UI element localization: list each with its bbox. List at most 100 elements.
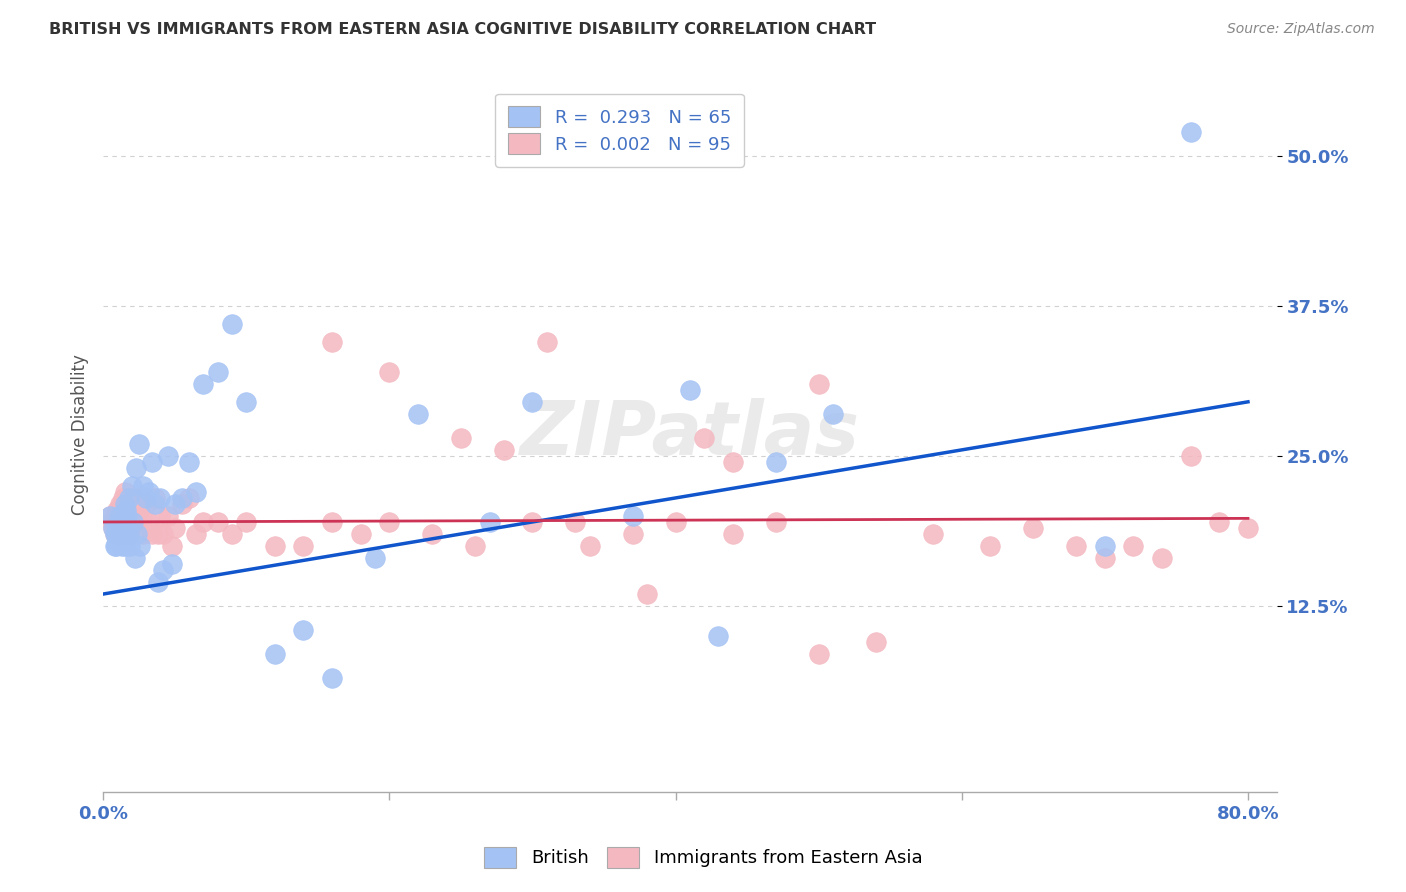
Point — [124, 503, 146, 517]
Point — [679, 383, 702, 397]
Point — [143, 497, 166, 511]
Point — [263, 647, 285, 661]
Point — [112, 491, 135, 505]
Point — [112, 515, 135, 529]
Point — [420, 527, 443, 541]
Point — [1208, 515, 1230, 529]
Point — [118, 527, 141, 541]
Point — [114, 497, 136, 511]
Point — [98, 508, 121, 523]
Point — [121, 515, 143, 529]
Point — [110, 533, 132, 547]
Point — [522, 515, 544, 529]
Point — [207, 365, 229, 379]
Point — [120, 497, 142, 511]
Point — [129, 539, 152, 553]
Point — [621, 527, 644, 541]
Point — [117, 533, 139, 547]
Point — [103, 539, 125, 553]
Point — [321, 334, 343, 349]
Point — [115, 491, 138, 505]
Point — [321, 515, 343, 529]
Point — [103, 527, 125, 541]
Point — [107, 515, 129, 529]
Point — [350, 527, 373, 541]
Point — [107, 503, 129, 517]
Point — [124, 551, 146, 566]
Point — [135, 491, 157, 505]
Point — [111, 521, 134, 535]
Point — [1122, 539, 1144, 553]
Point — [107, 527, 129, 541]
Point — [105, 527, 128, 541]
Point — [406, 407, 429, 421]
Point — [821, 407, 844, 421]
Text: BRITISH VS IMMIGRANTS FROM EASTERN ASIA COGNITIVE DISABILITY CORRELATION CHART: BRITISH VS IMMIGRANTS FROM EASTERN ASIA … — [49, 22, 876, 37]
Point — [321, 671, 343, 685]
Point — [221, 527, 243, 541]
Point — [378, 365, 401, 379]
Point — [132, 527, 155, 541]
Point — [127, 527, 149, 541]
Point — [807, 647, 830, 661]
Point — [152, 563, 174, 577]
Point — [127, 515, 149, 529]
Y-axis label: Cognitive Disability: Cognitive Disability — [72, 354, 89, 516]
Point — [115, 527, 138, 541]
Point — [1152, 551, 1174, 566]
Point — [125, 461, 148, 475]
Point — [478, 515, 501, 529]
Point — [121, 479, 143, 493]
Point — [152, 527, 174, 541]
Point — [1180, 124, 1202, 138]
Point — [450, 431, 472, 445]
Legend: British, Immigrants from Eastern Asia: British, Immigrants from Eastern Asia — [472, 836, 934, 879]
Point — [564, 515, 586, 529]
Point — [160, 557, 183, 571]
Point — [207, 515, 229, 529]
Point — [186, 484, 208, 499]
Point — [121, 491, 143, 505]
Point — [163, 521, 186, 535]
Point — [1237, 521, 1260, 535]
Point — [292, 539, 315, 553]
Point — [112, 515, 135, 529]
Point — [103, 527, 125, 541]
Point — [128, 437, 150, 451]
Point — [979, 539, 1001, 553]
Point — [163, 497, 186, 511]
Point — [193, 515, 215, 529]
Point — [100, 515, 122, 529]
Point — [492, 442, 515, 457]
Point — [664, 515, 686, 529]
Point — [364, 551, 387, 566]
Point — [117, 515, 139, 529]
Point — [122, 515, 145, 529]
Point — [464, 539, 486, 553]
Point — [118, 491, 141, 505]
Point — [170, 497, 193, 511]
Point — [120, 539, 142, 553]
Point — [143, 491, 166, 505]
Point — [111, 527, 134, 541]
Point — [177, 455, 200, 469]
Point — [110, 497, 132, 511]
Point — [170, 491, 193, 505]
Point — [122, 491, 145, 505]
Point — [1064, 539, 1087, 553]
Point — [111, 539, 134, 553]
Point — [536, 334, 558, 349]
Point — [108, 503, 131, 517]
Text: ZIPatlas: ZIPatlas — [520, 399, 860, 471]
Point — [193, 376, 215, 391]
Text: Source: ZipAtlas.com: Source: ZipAtlas.com — [1227, 22, 1375, 37]
Point — [117, 508, 139, 523]
Point — [138, 515, 160, 529]
Point — [807, 376, 830, 391]
Point — [149, 508, 172, 523]
Point — [1094, 539, 1116, 553]
Point — [98, 508, 121, 523]
Point — [138, 484, 160, 499]
Point — [118, 491, 141, 505]
Point — [235, 394, 257, 409]
